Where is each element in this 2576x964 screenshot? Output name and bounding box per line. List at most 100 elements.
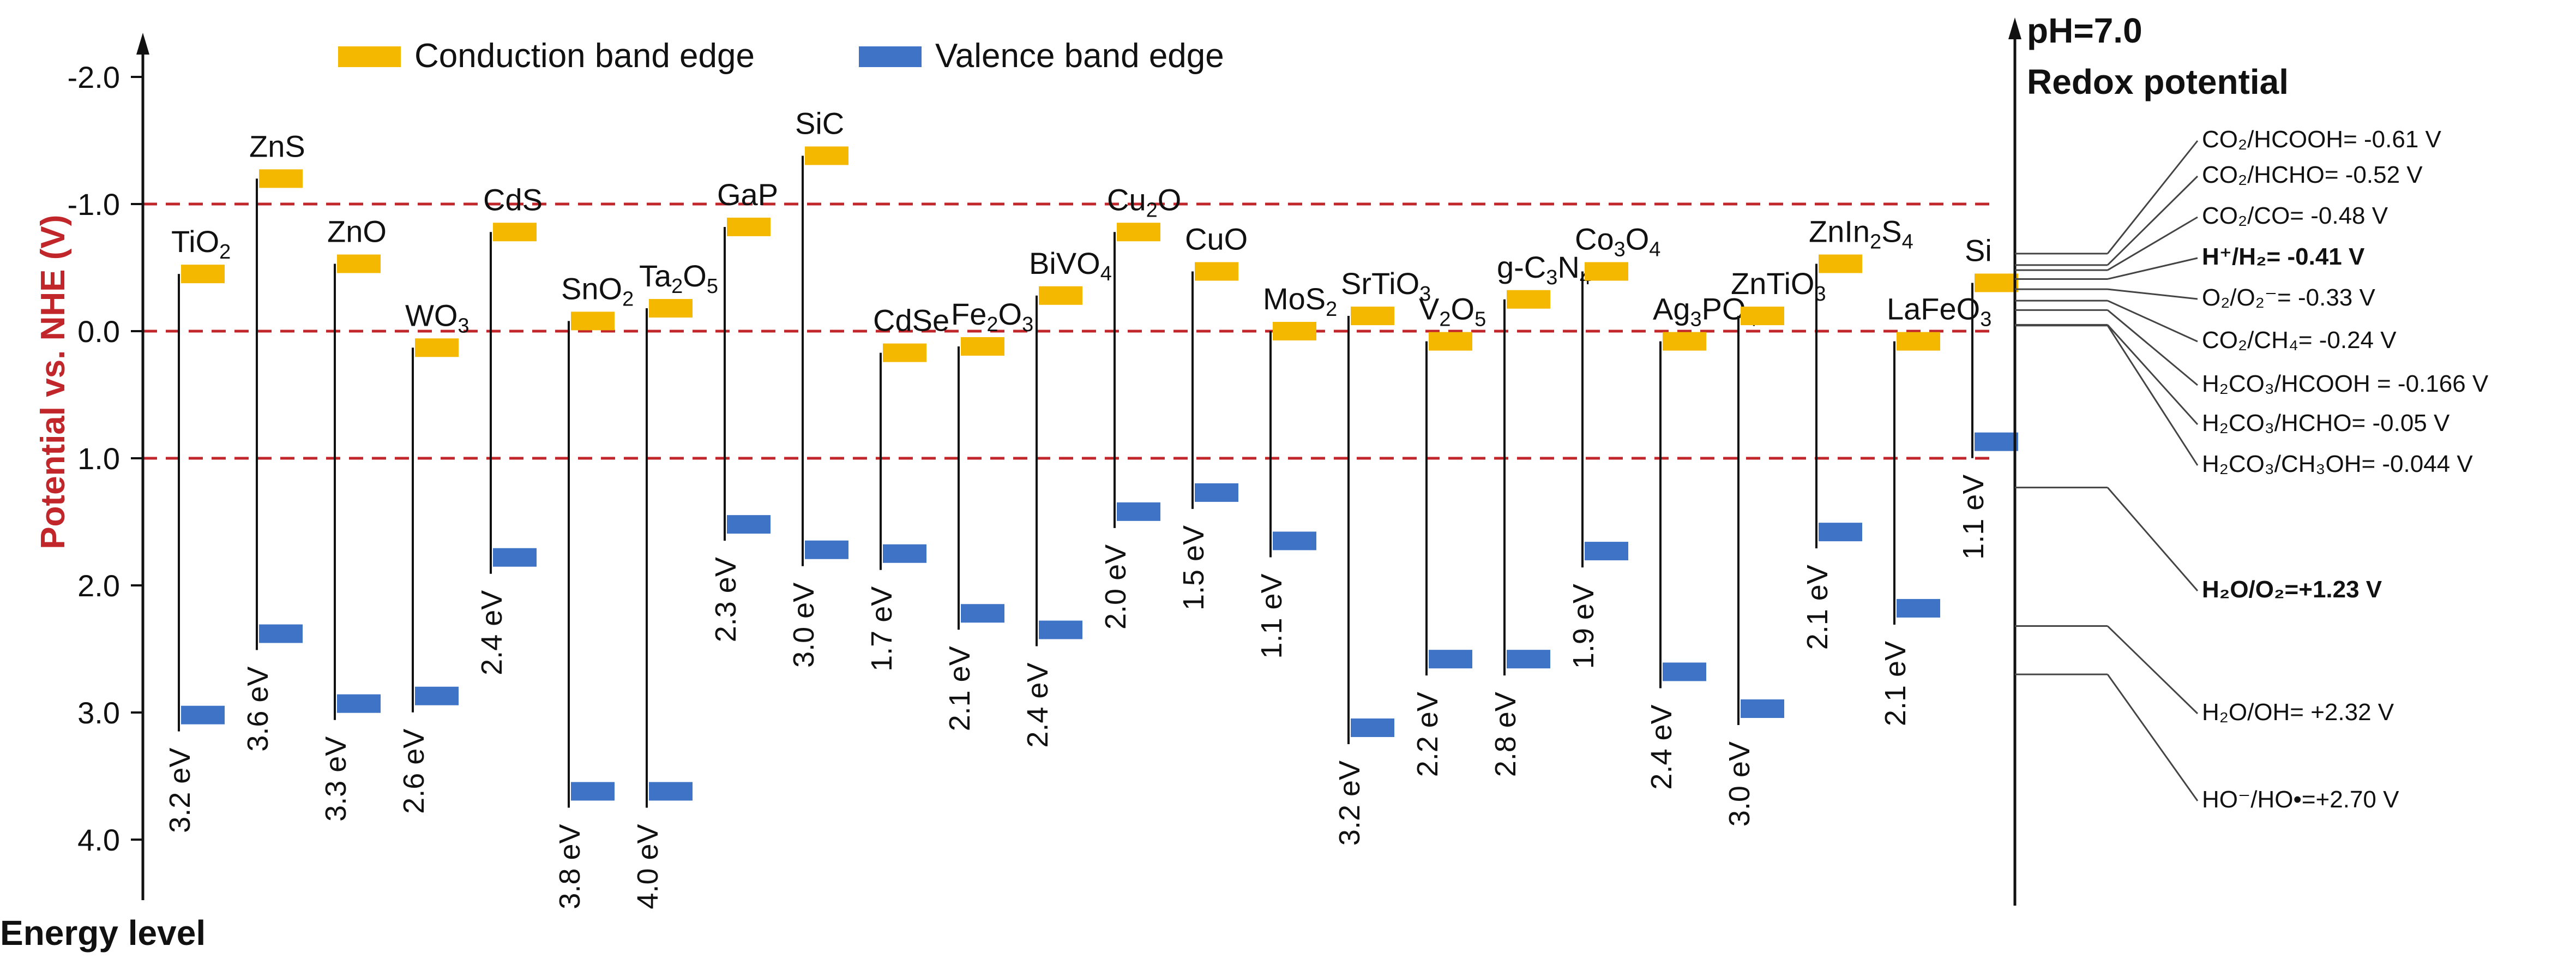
material-label: LaFeO3 (1887, 292, 1991, 331)
valence-band-bar (1897, 598, 1940, 618)
material-label: SnO2 (561, 271, 634, 310)
redox-leader (2107, 300, 2198, 343)
material-label: MoS2 (1263, 282, 1337, 321)
conduction-band-bar (1195, 262, 1238, 281)
materials-bands: TiO2 3.2 eV ZnS 3.6 eV ZnO 3.3 eV WO3 2.6 eV CdS… (164, 106, 2018, 909)
band-gap-label: 2.8 eV (1489, 692, 1522, 777)
material-column: SiC 3.0 eV (787, 106, 848, 668)
material-column: Ag3PO4 2.4 eV (1645, 292, 1758, 790)
valence-band-bar (1663, 662, 1706, 681)
redox-potential-axis: pH=7.0 Redox potential CO₂/HCOOH= -0.61 V C… (2008, 11, 2489, 906)
material-column: CdSe 1.7 eV (865, 303, 949, 672)
redox-leader (2107, 216, 2198, 271)
redox-leader (2107, 257, 2198, 280)
y-tick-label: -2.0 (68, 60, 121, 94)
valence-band-bar (1195, 483, 1238, 502)
valence-band-bar (1429, 650, 1472, 669)
valence-band-bar (1117, 502, 1160, 521)
redox-couple-label: H₂O/O₂=+1.23 V (2202, 576, 2382, 603)
material-label: V2O5 (1419, 292, 1486, 331)
redox-couple-label: H⁺/H₂= -0.41 V (2202, 243, 2365, 270)
band-gap-label: 2.4 eV (1021, 663, 1054, 748)
material-column: WO3 2.6 eV (398, 298, 470, 814)
material-column: CdS 2.4 eV (476, 182, 543, 675)
material-column: GaP 2.3 eV (709, 177, 778, 642)
conduction-band-bar (649, 299, 693, 318)
valence-band-bar (1507, 650, 1550, 669)
redox-couple-label: CO₂/HCHO= -0.52 V (2202, 161, 2423, 188)
redox-header-ph: pH=7.0 (2027, 11, 2142, 50)
band-gap-label: 2.1 eV (943, 646, 976, 731)
valence-band-bar (805, 540, 848, 559)
redox-couple-label: HO⁻/HO•=+2.70 V (2202, 786, 2399, 813)
legend-swatch (859, 46, 922, 67)
redox-header-title: Redox potential (2027, 62, 2289, 101)
valence-band-bar (1351, 718, 1394, 737)
conduction-band-bar (571, 312, 615, 331)
material-label: g-C3N4 (1497, 250, 1591, 289)
conduction-band-bar (1507, 290, 1550, 309)
band-gap-label: 2.3 eV (709, 557, 742, 642)
material-label: Si (1965, 233, 1992, 267)
valence-band-bar (1975, 432, 2018, 451)
band-gap-label: 3.2 eV (1333, 761, 1366, 846)
material-label: Ag3PO4 (1653, 292, 1758, 331)
y-axis-label: Potential vs. NHE (V) (34, 215, 72, 549)
conduction-band-bar (1585, 262, 1628, 281)
valence-band-bar (727, 515, 771, 534)
conduction-band-bar (1273, 322, 1316, 340)
band-gap-label: 3.0 eV (1723, 741, 1756, 827)
band-gap-label: 1.1 eV (1957, 475, 1990, 560)
material-column: LaFeO3 2.1 eV (1879, 292, 1991, 726)
valence-band-bar (259, 624, 303, 643)
y-tick-label: 3.0 (77, 696, 120, 730)
material-label: TiO2 (171, 224, 231, 264)
redox-axis-arrow (2008, 17, 2021, 39)
material-column: ZnTiO3 3.0 eV (1723, 266, 1826, 827)
band-gap-label: 1.7 eV (865, 586, 898, 672)
band-gap-label: 2.1 eV (1801, 565, 1834, 650)
conduction-band-bar (1897, 332, 1940, 351)
material-label: ZnS (249, 129, 305, 163)
material-label: ZnO (327, 214, 387, 249)
material-label: CdS (483, 182, 543, 217)
valence-band-bar (649, 782, 693, 801)
material-label: Fe2O3 (951, 297, 1033, 336)
conduction-band-bar (961, 337, 1004, 356)
reference-lines (143, 202, 1990, 460)
material-column: CuO 1.5 eV (1177, 221, 1248, 610)
band-gap-label: 1.1 eV (1255, 573, 1288, 658)
valence-band-bar (571, 782, 615, 801)
valence-band-bar (1273, 531, 1316, 550)
redox-leader (2106, 175, 2199, 266)
band-gap-label: 2.0 eV (1099, 544, 1132, 630)
legend: Conduction band edge Valence band edge (338, 37, 1224, 75)
conduction-band-bar (1741, 307, 1784, 326)
material-label: ZnIn2S4 (1809, 214, 1913, 254)
redox-couple-label: H₂CO₃/HCHO= -0.05 V (2202, 410, 2450, 436)
conduction-band-bar (1351, 307, 1394, 326)
redox-couple-label: O₂/O₂⁻= -0.33 V (2202, 284, 2375, 311)
redox-couple-label: CO₂/HCOOH= -0.61 V (2202, 126, 2442, 153)
y-tick-label: 2.0 (77, 568, 120, 603)
conduction-band-bar (805, 146, 848, 165)
material-label: Cu2O (1107, 182, 1181, 221)
valence-band-bar (1585, 542, 1628, 561)
band-gap-label: 3.6 eV (242, 667, 274, 752)
band-gap-label: 2.6 eV (398, 729, 430, 814)
legend-label: Valence band edge (935, 37, 1224, 75)
material-column: ZnS 3.6 eV (242, 129, 305, 751)
band-gap-label: 1.9 eV (1567, 584, 1600, 669)
material-label: GaP (717, 177, 778, 212)
material-column: ZnIn2S4 2.1 eV (1801, 214, 1913, 650)
band-gap-label: 3.2 eV (164, 748, 196, 833)
y-tick-label: -1.0 (68, 187, 121, 221)
band-gap-label: 3.3 eV (320, 737, 352, 822)
material-column: BiVO4 2.4 eV (1021, 246, 1112, 748)
band-gap-label: 1.5 eV (1177, 525, 1210, 610)
valence-band-bar (1819, 523, 1862, 542)
conduction-band-bar (1663, 332, 1706, 351)
valence-band-bar (415, 686, 459, 705)
band-gap-label: 2.2 eV (1411, 692, 1444, 777)
